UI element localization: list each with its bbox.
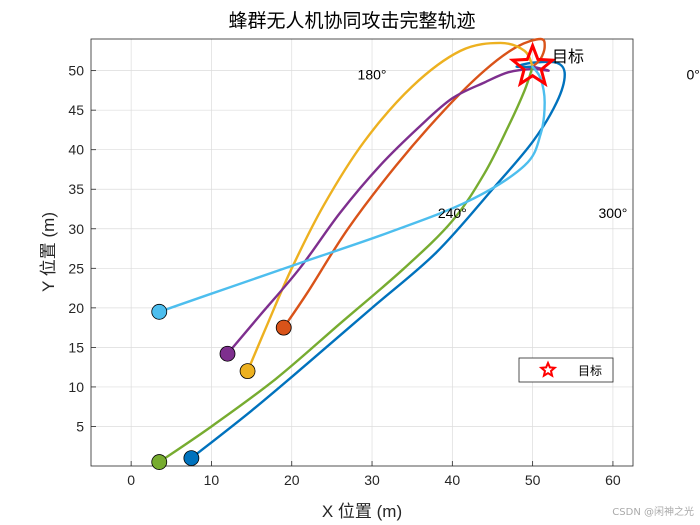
trajectory-line-1 — [190, 60, 566, 460]
trajectory-series — [158, 37, 566, 464]
y-tick-label: 35 — [68, 181, 84, 197]
angle-annotation: 240° — [438, 205, 467, 221]
legend-entry-target: 目标 — [578, 364, 602, 378]
start-point-2 — [275, 319, 292, 336]
start-point-3 — [239, 363, 256, 380]
start-point-6 — [151, 303, 168, 320]
angle-annotation: 300° — [598, 205, 627, 221]
x-tick-label: 60 — [605, 472, 621, 488]
target-marker — [508, 41, 557, 88]
y-tick-label: 25 — [68, 260, 84, 276]
x-tick-label: 0 — [127, 472, 135, 488]
legend: 目标 — [518, 357, 614, 383]
x-tick-label: 50 — [525, 472, 541, 488]
y-axis-label: Y 位置 (m) — [39, 212, 58, 292]
legend-star — [538, 360, 558, 378]
y-tick-label: 15 — [68, 339, 84, 355]
x-tick-label: 20 — [284, 472, 300, 488]
y-tick-label: 5 — [76, 418, 84, 434]
x-tick-label: 30 — [364, 472, 380, 488]
watermark: CSDN @闲神之光 — [612, 505, 694, 518]
y-tick-label: 40 — [68, 142, 84, 158]
legend-box — [518, 357, 614, 383]
start-point-4 — [219, 345, 236, 362]
x-axis-label: X 位置 (m) — [322, 502, 402, 521]
angle-annotations: 180° 0° 240° 300° — [358, 67, 700, 221]
grid-lines — [91, 39, 633, 466]
target-star — [508, 41, 557, 88]
y-tick-label: 20 — [68, 300, 84, 316]
y-tick-label: 50 — [68, 63, 84, 79]
x-axis-ticks: 0 10 20 30 40 50 60 — [127, 461, 621, 488]
target-label: 目标 — [552, 47, 584, 66]
y-tick-label: 10 — [68, 379, 84, 395]
angle-annotation: 0° — [687, 67, 700, 83]
angle-annotation: 180° — [358, 67, 387, 83]
trajectory-line-6 — [158, 65, 546, 314]
start-markers — [151, 303, 292, 470]
start-point-5 — [151, 454, 168, 470]
x-tick-label: 10 — [204, 472, 220, 488]
legend-target-marker — [538, 360, 558, 378]
start-point-1 — [183, 450, 200, 466]
trajectory-line-5 — [158, 65, 534, 464]
y-axis-ticks: 5 10 15 20 25 30 35 40 45 50 — [68, 63, 96, 434]
y-tick-label: 45 — [68, 102, 84, 118]
chart-title: 蜂群无人机协同攻击完整轨迹 — [228, 10, 475, 32]
plot-frame — [90, 38, 634, 467]
trajectory-line-3 — [246, 41, 534, 373]
x-tick-label: 40 — [445, 472, 461, 488]
trajectory-line-2 — [282, 37, 546, 329]
y-tick-label: 30 — [68, 221, 84, 237]
